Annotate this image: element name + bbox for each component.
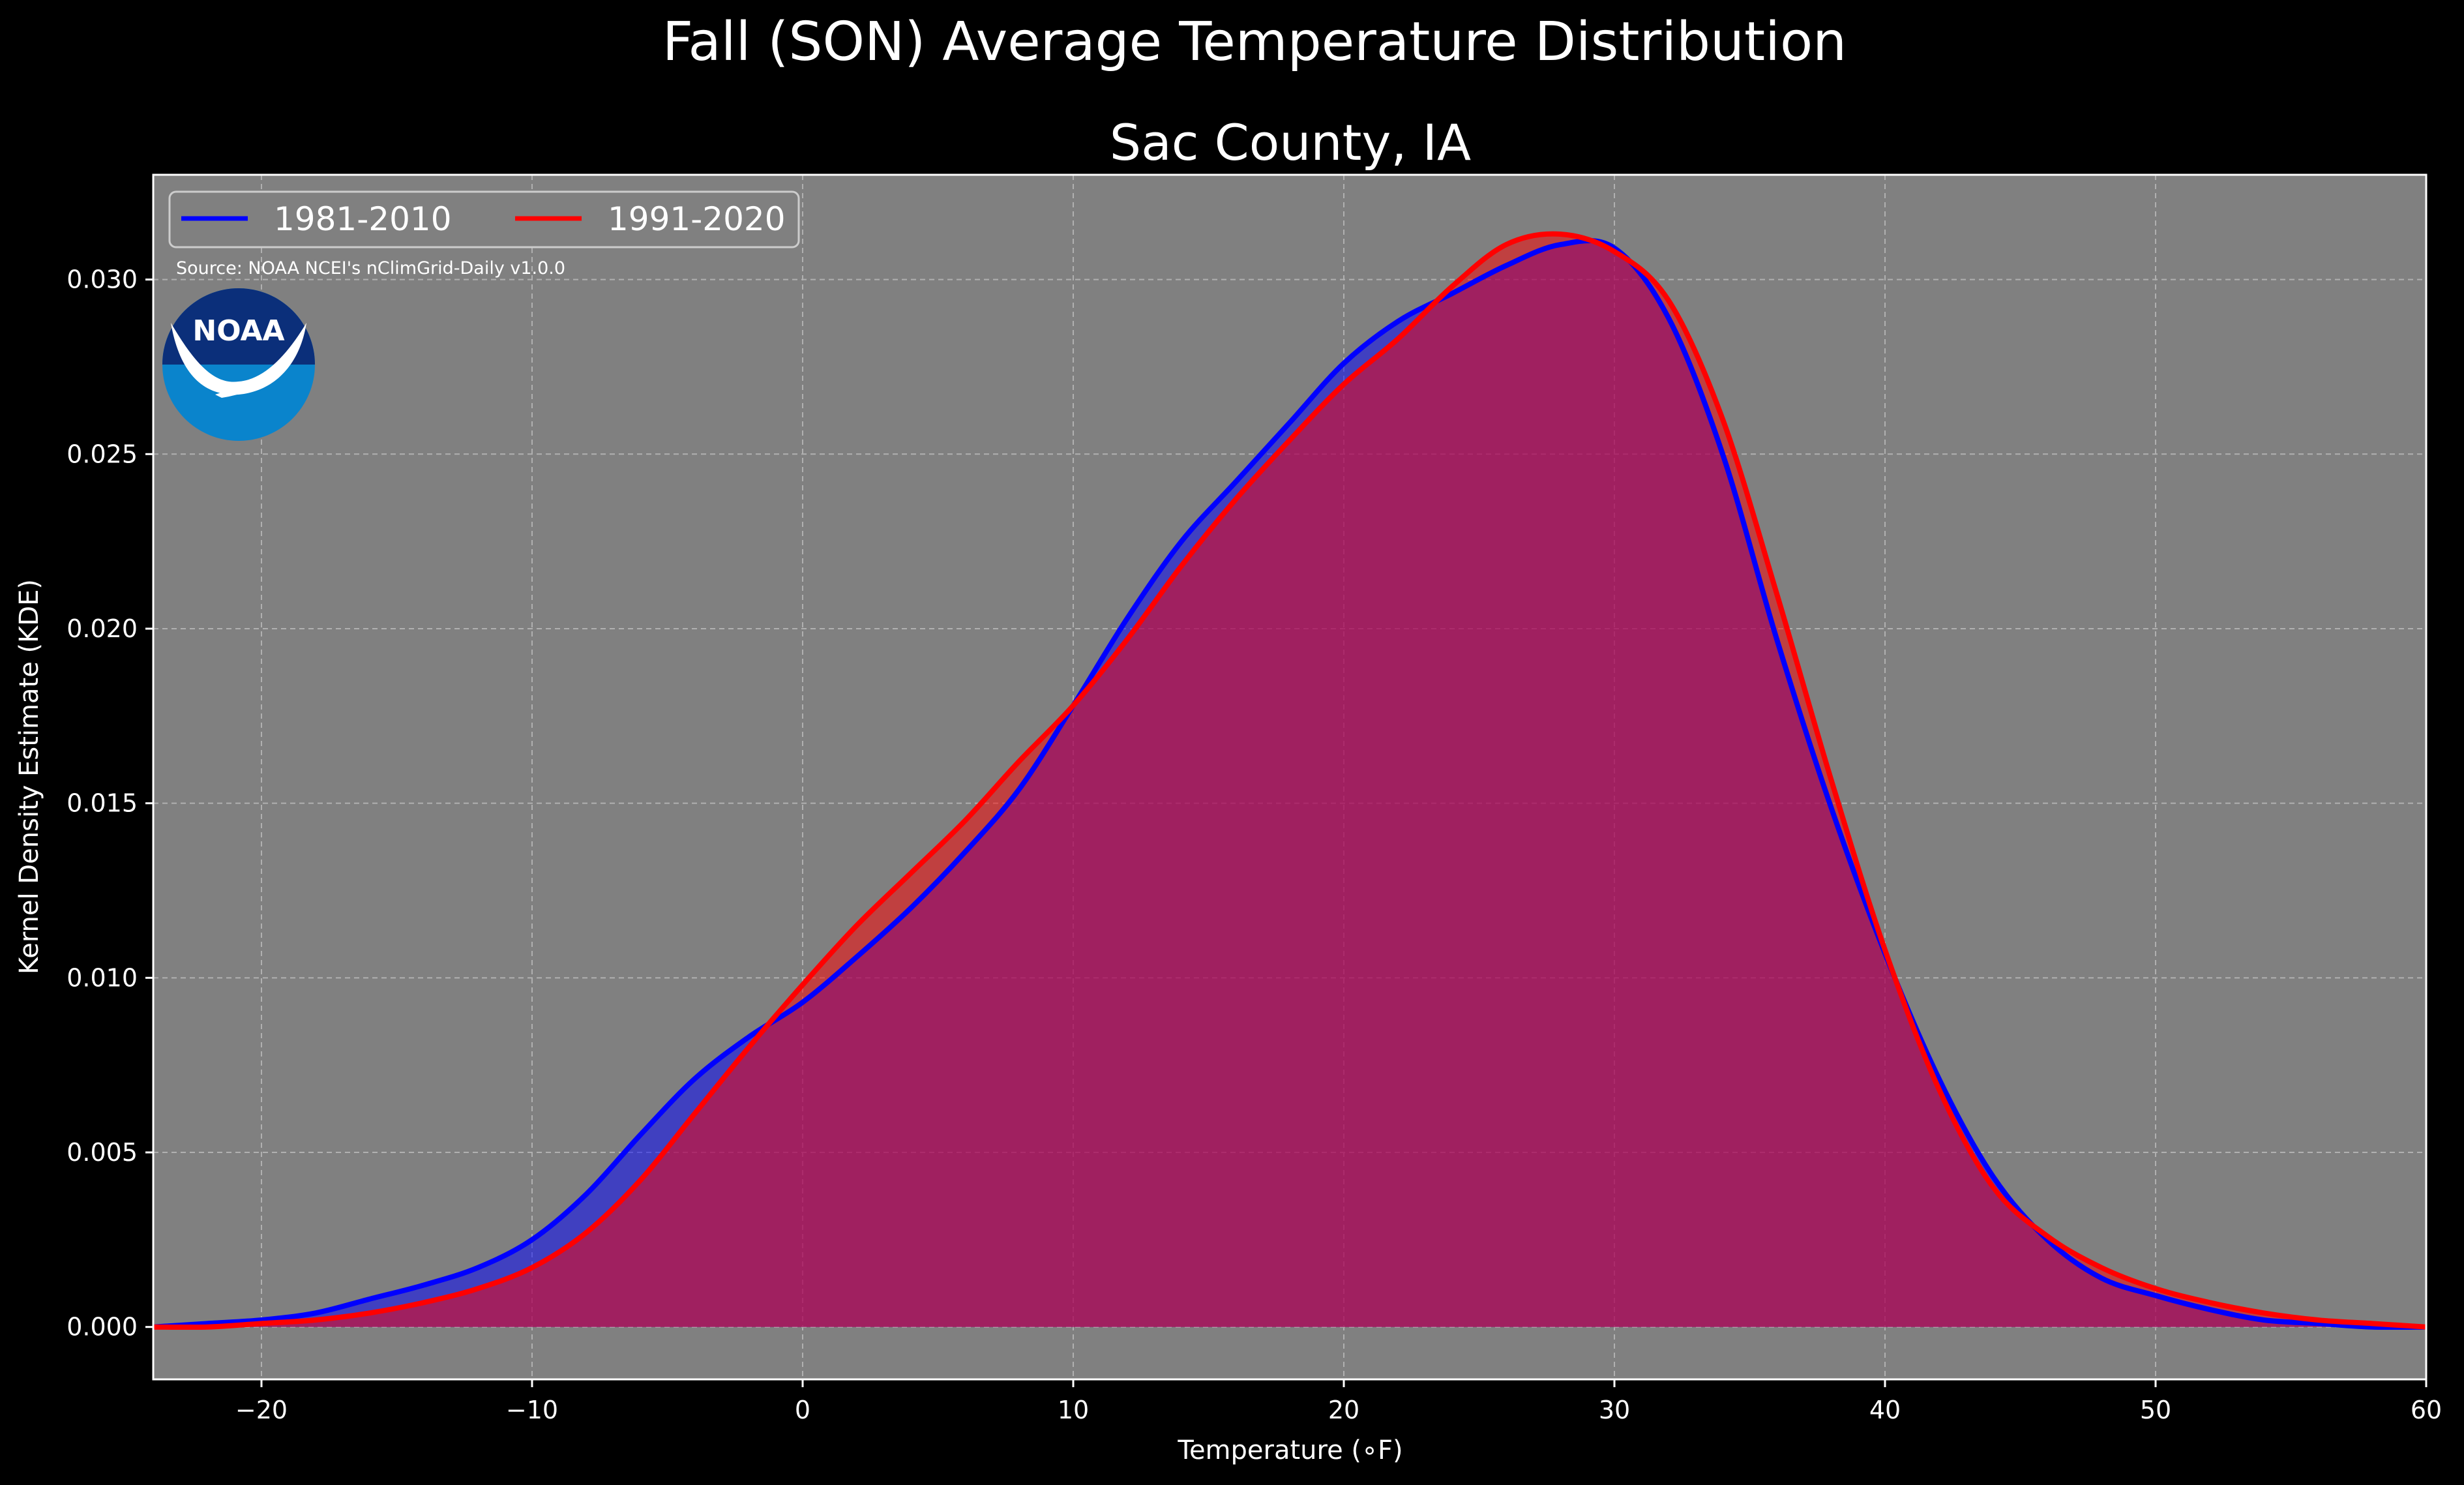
line-1981-2010 [153, 238, 2427, 1330]
x-tick-label: 50 [2140, 1396, 2171, 1424]
y-tick-label: 0.020 [67, 614, 138, 643]
area-1991-2020 [153, 233, 2426, 1328]
x-tick-label: 40 [1869, 1396, 1901, 1424]
noaa-logo-text: NOAA [192, 314, 284, 348]
x-tick-label: 30 [1599, 1396, 1630, 1424]
chart-subtitle: Sac County, IA [1110, 113, 1471, 172]
x-tick-label: −20 [235, 1396, 288, 1424]
y-tick-label: 0.005 [67, 1138, 138, 1167]
noaa-logo-wing [215, 378, 277, 398]
series-lines [153, 231, 2427, 1330]
noaa-logo-bird [171, 323, 306, 395]
y-tick-label: 0.000 [67, 1313, 138, 1342]
legend-label-1991-2020: 1991-2020 [608, 200, 786, 238]
chart-title: Fall (SON) Average Temperature Distribut… [662, 11, 1847, 73]
x-tick-label: 0 [795, 1396, 810, 1424]
plot-frame [152, 173, 2427, 1381]
x-tick-label: 60 [2411, 1396, 2442, 1424]
x-tick-label: 20 [1328, 1396, 1359, 1424]
noaa-logo-upper-half [162, 288, 315, 365]
legend-label-1981-2010: 1981-2010 [274, 200, 452, 238]
x-tick-label: 10 [1058, 1396, 1089, 1424]
legend: 1981-2010 1991-2020 [168, 190, 800, 248]
line-1991-2020 [153, 231, 2427, 1330]
x-axis-label: Temperature (∘F) [1177, 1435, 1403, 1465]
y-tick-label: 0.010 [67, 963, 138, 992]
series-areas [153, 233, 2426, 1328]
y-axis-label: Kernel Density Estimate (KDE) [14, 579, 44, 974]
y-tick-label: 0.025 [67, 440, 138, 468]
x-tick-label: −10 [506, 1396, 558, 1424]
legend-box [168, 190, 800, 248]
y-axis-ticks: 0.000 0.005 0.010 0.015 0.020 0.025 0.030 [67, 265, 153, 1342]
y-tick-label: 0.030 [67, 265, 138, 294]
source-annotation: Source: NOAA NCEI's nClimGrid-Daily v1.0… [176, 258, 565, 278]
noaa-logo: NOAA [162, 288, 315, 441]
y-tick-label: 0.015 [67, 789, 138, 818]
x-axis-ticks: −20 −10 0 10 20 30 40 50 60 [235, 1379, 2442, 1424]
